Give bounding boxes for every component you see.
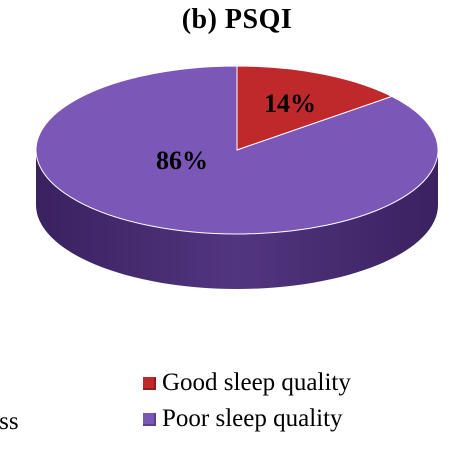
- legend-label-good: Good sleep quality: [162, 369, 351, 396]
- slice-poor-sleep: [35, 65, 439, 235]
- cut-off-text: ess: [0, 408, 19, 435]
- data-label-poor-sleep: 86%: [156, 146, 208, 175]
- pie-data-labels: 14% 86%: [156, 89, 316, 175]
- data-label-good-sleep: 14%: [264, 89, 316, 118]
- legend-swatch-good: [143, 376, 156, 390]
- slice-good-sleep: [236, 65, 394, 151]
- legend: Good sleep quality Poor sleep quality: [143, 365, 351, 437]
- pie-side-wall: [36, 150, 438, 289]
- pie-top: [35, 65, 439, 235]
- legend-swatch-poor: [143, 412, 156, 426]
- legend-item-good: Good sleep quality: [143, 365, 351, 401]
- pie-side-poor-sleep: [36, 150, 438, 289]
- chart-title: (b) PSQI: [181, 4, 293, 35]
- legend-label-poor: Poor sleep quality: [162, 405, 343, 432]
- legend-item-poor: Poor sleep quality: [143, 401, 351, 437]
